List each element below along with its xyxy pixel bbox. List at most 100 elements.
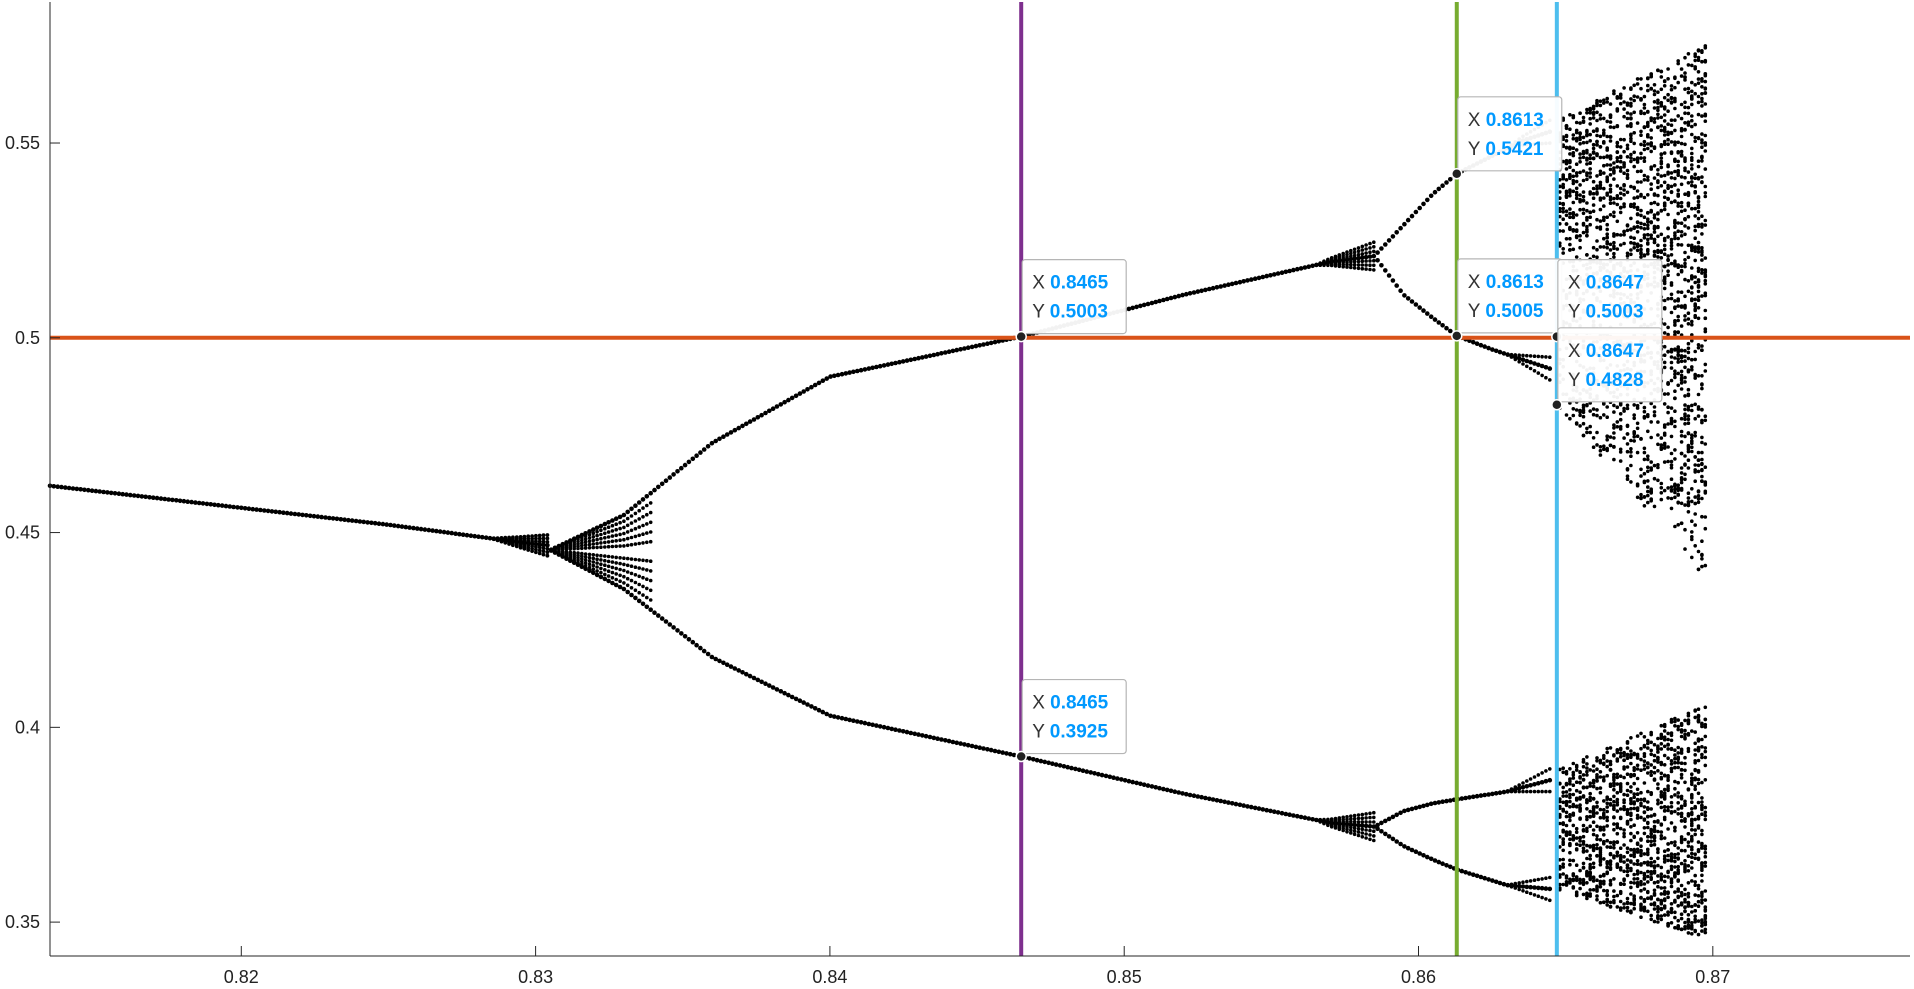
data-point <box>1571 858 1576 863</box>
data-point <box>1642 767 1647 771</box>
data-point <box>1574 875 1579 880</box>
data-point <box>1703 914 1708 918</box>
data-point <box>1683 920 1687 925</box>
data-point <box>1635 859 1640 863</box>
data-point <box>1666 842 1670 846</box>
data-point <box>1639 496 1643 500</box>
data-point <box>1482 792 1487 798</box>
data-point <box>1696 374 1701 378</box>
data-point <box>1700 294 1704 298</box>
data-point <box>1649 487 1653 492</box>
data-point <box>1642 798 1647 803</box>
data-point <box>1693 852 1697 856</box>
data-tip-marker[interactable] <box>1451 168 1463 180</box>
data-point <box>1703 850 1708 855</box>
data-point <box>1585 817 1589 822</box>
data-point <box>1591 781 1596 785</box>
data-point <box>1349 814 1353 818</box>
data-point <box>216 502 221 508</box>
data-point <box>1608 905 1613 909</box>
data-point <box>648 588 653 593</box>
data-point <box>1693 748 1697 752</box>
data-point <box>1639 896 1643 900</box>
data-tip-marker[interactable] <box>1015 330 1027 343</box>
data-point <box>1656 217 1660 222</box>
data-point <box>1659 100 1664 105</box>
data-point <box>1703 113 1708 118</box>
data-point <box>380 521 386 527</box>
data-point <box>1352 256 1357 261</box>
data-point <box>1615 202 1620 207</box>
data-point <box>629 514 634 518</box>
data-point <box>1693 91 1697 96</box>
data-point <box>1349 817 1353 821</box>
data-point <box>1595 174 1599 178</box>
data-point <box>1578 886 1582 891</box>
data-point <box>1676 168 1680 173</box>
data-point <box>1568 227 1572 232</box>
data-point <box>1571 215 1576 219</box>
data-point <box>801 389 806 394</box>
data-point <box>1639 133 1643 137</box>
data-point <box>1669 855 1674 859</box>
data-point <box>1532 885 1537 890</box>
data-point <box>1581 877 1586 882</box>
data-point <box>1571 783 1576 787</box>
data-point <box>1571 212 1576 217</box>
data-point <box>1635 207 1640 212</box>
data-point <box>1632 416 1636 421</box>
data-point <box>1649 773 1653 777</box>
data-point <box>1690 63 1694 68</box>
data-point <box>1686 279 1691 283</box>
data-point <box>1585 148 1589 153</box>
data-point <box>1591 814 1596 818</box>
data-point <box>1371 253 1377 259</box>
data-point <box>1659 872 1664 876</box>
data-point <box>1669 720 1674 724</box>
data-point <box>1666 226 1670 231</box>
data-point <box>1659 723 1664 728</box>
data-point <box>1368 837 1372 842</box>
data-point <box>599 545 603 549</box>
data-point <box>629 592 634 598</box>
data-point <box>1639 797 1643 802</box>
data-point <box>1061 764 1067 769</box>
data-point <box>1345 815 1349 819</box>
data-tip-marker[interactable] <box>1451 330 1463 342</box>
data-point <box>1568 767 1572 771</box>
data-point <box>1700 803 1704 808</box>
data-point <box>1642 495 1647 499</box>
data-point <box>1608 840 1613 845</box>
data-point <box>1703 717 1708 722</box>
data-point <box>1571 878 1576 883</box>
data-point <box>1652 824 1657 829</box>
data-point <box>1676 904 1680 908</box>
data-point <box>774 404 780 409</box>
data-point <box>319 514 324 520</box>
data-point <box>1564 222 1569 226</box>
data-point <box>1693 224 1697 229</box>
data-point <box>1528 366 1533 371</box>
data-point <box>889 361 894 367</box>
data-point <box>1632 439 1636 443</box>
data-point <box>1588 111 1592 115</box>
data-point <box>602 521 608 527</box>
data-point <box>1525 879 1529 884</box>
data-point <box>1642 450 1647 455</box>
data-point <box>1602 799 1606 803</box>
data-point <box>1625 822 1630 826</box>
data-tip-marker[interactable] <box>1015 750 1027 763</box>
data-point <box>1585 755 1589 759</box>
data-point <box>1679 890 1684 895</box>
data-point <box>614 527 618 532</box>
data-point <box>1591 254 1596 259</box>
data-point <box>1659 87 1664 92</box>
data-point <box>1625 111 1630 115</box>
